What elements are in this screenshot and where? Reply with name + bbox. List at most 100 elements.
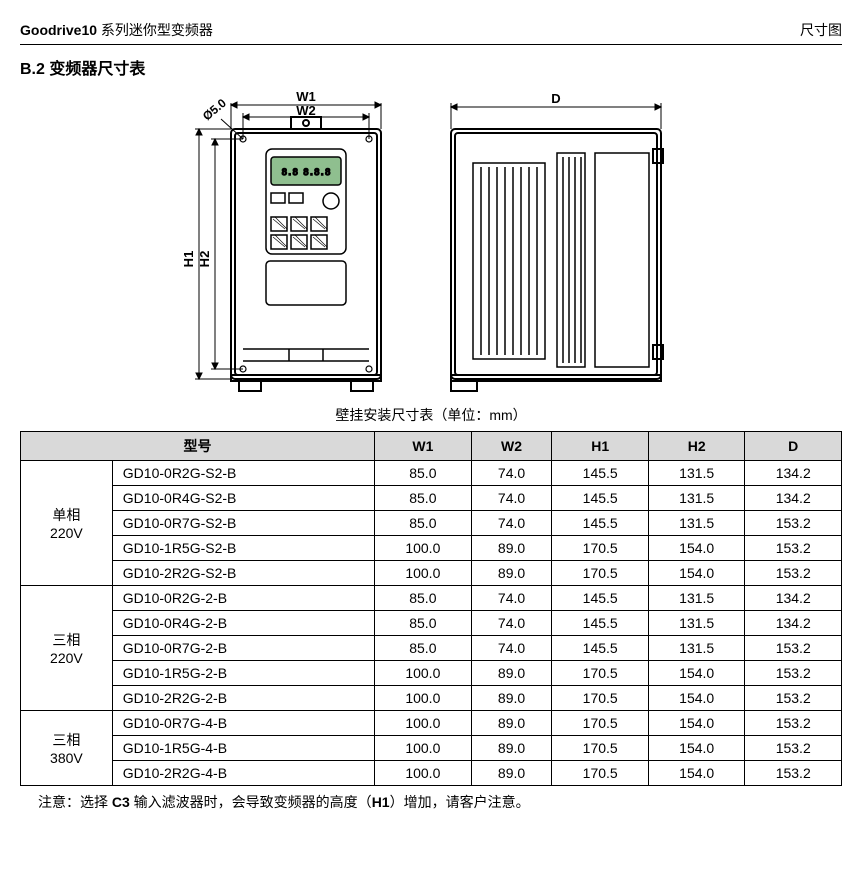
- group-cell: 单相220V: [21, 461, 113, 586]
- value-cell: 100.0: [375, 686, 472, 711]
- value-cell: 145.5: [552, 636, 649, 661]
- header-left: Goodrive10 系列迷你型变频器: [20, 20, 213, 40]
- value-cell: 74.0: [471, 511, 552, 536]
- value-cell: 153.2: [745, 686, 842, 711]
- th-d: D: [745, 432, 842, 461]
- value-cell: 85.0: [375, 511, 472, 536]
- model-cell: GD10-0R4G-2-B: [112, 611, 374, 636]
- value-cell: 89.0: [471, 711, 552, 736]
- model-cell: GD10-1R5G-S2-B: [112, 536, 374, 561]
- table-row: 三相220VGD10-0R2G-2-B85.074.0145.5131.5134…: [21, 586, 842, 611]
- value-cell: 154.0: [648, 711, 745, 736]
- value-cell: 170.5: [552, 661, 649, 686]
- footnote: 注意：选择 C3 输入滤波器时，会导致变频器的高度（H1）增加，请客户注意。: [20, 792, 842, 812]
- model-cell: GD10-2R2G-4-B: [112, 761, 374, 786]
- dim-label-w1: W1: [296, 89, 316, 104]
- dim-label-h2: H2: [197, 251, 212, 268]
- value-cell: 153.2: [745, 536, 842, 561]
- value-cell: 85.0: [375, 586, 472, 611]
- value-cell: 134.2: [745, 486, 842, 511]
- model-cell: GD10-2R2G-2-B: [112, 686, 374, 711]
- table-row: GD10-1R5G-4-B100.089.0170.5154.0153.2: [21, 736, 842, 761]
- group-cell: 三相380V: [21, 711, 113, 786]
- model-cell: GD10-1R5G-2-B: [112, 661, 374, 686]
- table-row: GD10-1R5G-2-B100.089.0170.5154.0153.2: [21, 661, 842, 686]
- value-cell: 89.0: [471, 761, 552, 786]
- value-cell: 134.2: [745, 611, 842, 636]
- note-b1: C3: [112, 794, 130, 810]
- value-cell: 74.0: [471, 636, 552, 661]
- model-cell: GD10-0R7G-S2-B: [112, 511, 374, 536]
- value-cell: 154.0: [648, 561, 745, 586]
- value-cell: 85.0: [375, 611, 472, 636]
- th-h2: H2: [648, 432, 745, 461]
- table-row: GD10-1R5G-S2-B100.089.0170.5154.0153.2: [21, 536, 842, 561]
- group-cell: 三相220V: [21, 586, 113, 711]
- value-cell: 145.5: [552, 586, 649, 611]
- value-cell: 89.0: [471, 536, 552, 561]
- header-right: 尺寸图: [800, 20, 842, 40]
- table-row: GD10-0R4G-S2-B85.074.0145.5131.5134.2: [21, 486, 842, 511]
- value-cell: 74.0: [471, 586, 552, 611]
- value-cell: 100.0: [375, 536, 472, 561]
- table-row: GD10-0R4G-2-B85.074.0145.5131.5134.2: [21, 611, 842, 636]
- dim-label-h1: H1: [181, 251, 196, 268]
- side-view-diagram: D: [431, 89, 691, 399]
- value-cell: 154.0: [648, 761, 745, 786]
- section-title: B.2 变频器尺寸表: [20, 55, 842, 79]
- note-b2: H1: [372, 794, 390, 810]
- value-cell: 170.5: [552, 536, 649, 561]
- value-cell: 89.0: [471, 561, 552, 586]
- value-cell: 153.2: [745, 711, 842, 736]
- table-row: 三相380VGD10-0R7G-4-B100.089.0170.5154.015…: [21, 711, 842, 736]
- dim-label-w2: W2: [296, 103, 316, 118]
- value-cell: 145.5: [552, 611, 649, 636]
- note-p1: 注意：选择: [38, 794, 112, 810]
- value-cell: 100.0: [375, 761, 472, 786]
- table-row: GD10-2R2G-4-B100.089.0170.5154.0153.2: [21, 761, 842, 786]
- value-cell: 134.2: [745, 586, 842, 611]
- value-cell: 170.5: [552, 736, 649, 761]
- dim-label-hole: Ø5.0: [200, 96, 229, 124]
- value-cell: 154.0: [648, 686, 745, 711]
- value-cell: 154.0: [648, 661, 745, 686]
- value-cell: 154.0: [648, 736, 745, 761]
- value-cell: 100.0: [375, 661, 472, 686]
- value-cell: 89.0: [471, 661, 552, 686]
- table-row: GD10-2R2G-S2-B100.089.0170.5154.0153.2: [21, 561, 842, 586]
- value-cell: 131.5: [648, 611, 745, 636]
- value-cell: 145.5: [552, 486, 649, 511]
- value-cell: 134.2: [745, 461, 842, 486]
- model-cell: GD10-2R2G-S2-B: [112, 561, 374, 586]
- value-cell: 153.2: [745, 636, 842, 661]
- value-cell: 85.0: [375, 486, 472, 511]
- value-cell: 131.5: [648, 586, 745, 611]
- table-header-row: 型号 W1 W2 H1 H2 D: [21, 432, 842, 461]
- value-cell: 145.5: [552, 461, 649, 486]
- model-cell: GD10-0R7G-4-B: [112, 711, 374, 736]
- value-cell: 131.5: [648, 461, 745, 486]
- header-subtitle: 系列迷你型变频器: [97, 22, 213, 38]
- value-cell: 170.5: [552, 686, 649, 711]
- diagram-row: 8.8 8.8.8: [20, 89, 842, 399]
- model-cell: GD10-0R2G-2-B: [112, 586, 374, 611]
- value-cell: 85.0: [375, 636, 472, 661]
- model-cell: GD10-0R2G-S2-B: [112, 461, 374, 486]
- model-cell: GD10-1R5G-4-B: [112, 736, 374, 761]
- th-w1: W1: [375, 432, 472, 461]
- table-row: GD10-0R7G-S2-B85.074.0145.5131.5153.2: [21, 511, 842, 536]
- note-p2: 输入滤波器时，会导致变频器的高度（: [130, 794, 372, 810]
- model-cell: GD10-0R7G-2-B: [112, 636, 374, 661]
- value-cell: 153.2: [745, 511, 842, 536]
- value-cell: 131.5: [648, 486, 745, 511]
- dim-label-d: D: [551, 91, 560, 106]
- value-cell: 100.0: [375, 561, 472, 586]
- value-cell: 85.0: [375, 461, 472, 486]
- th-h1: H1: [552, 432, 649, 461]
- value-cell: 153.2: [745, 661, 842, 686]
- th-w2: W2: [471, 432, 552, 461]
- table-row: 单相220VGD10-0R2G-S2-B85.074.0145.5131.513…: [21, 461, 842, 486]
- value-cell: 170.5: [552, 761, 649, 786]
- header-product: Goodrive10: [20, 22, 97, 38]
- value-cell: 100.0: [375, 711, 472, 736]
